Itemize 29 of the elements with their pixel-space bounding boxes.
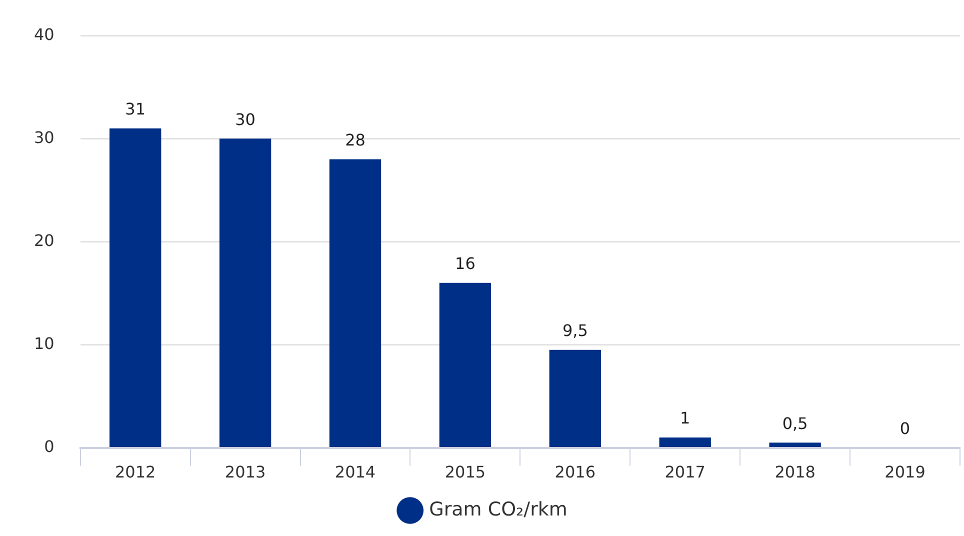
bar xyxy=(549,350,601,448)
x-tick-label: 2012 xyxy=(114,462,156,482)
data-label: 16 xyxy=(455,254,476,274)
y-tick-label: 40 xyxy=(34,24,54,44)
x-tick-label: 2013 xyxy=(224,462,266,482)
x-tick-label: 2019 xyxy=(884,462,926,482)
x-tick-label: 2014 xyxy=(334,462,376,482)
data-label: 1 xyxy=(680,408,690,428)
data-label: 31 xyxy=(125,100,146,118)
data-label: 0,5 xyxy=(782,414,808,433)
y-tick-label: 30 xyxy=(34,128,54,147)
data-label: 28 xyxy=(345,130,366,150)
y-tick-label: 0 xyxy=(44,436,54,456)
data-label: 0 xyxy=(900,418,910,438)
y-tick-label: 20 xyxy=(34,230,54,250)
x-tick-label: 2015 xyxy=(444,462,486,482)
bar xyxy=(769,442,821,448)
bar xyxy=(219,138,272,448)
x-tick-label: 2016 xyxy=(554,462,596,482)
data-label: 9,5 xyxy=(562,321,588,340)
bar xyxy=(329,159,382,448)
bar xyxy=(439,282,492,448)
y-tick-label: 10 xyxy=(34,334,54,353)
bar xyxy=(659,437,711,448)
legend-label: Gram CO₂/rkm xyxy=(429,498,568,520)
x-tick-label: 2017 xyxy=(664,462,706,482)
data-label: 30 xyxy=(235,110,256,129)
bar xyxy=(110,128,162,448)
x-tick-label: 2018 xyxy=(774,462,816,482)
